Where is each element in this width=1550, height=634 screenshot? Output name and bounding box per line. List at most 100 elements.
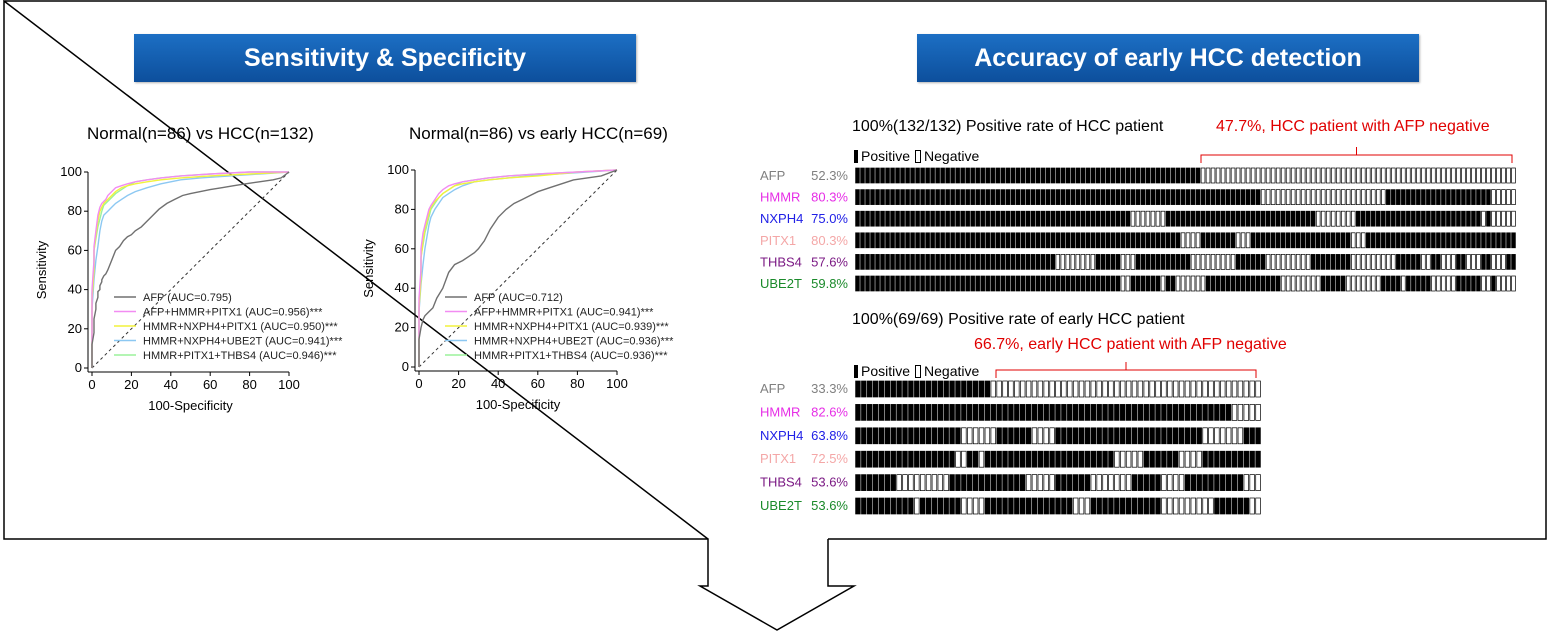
x-tick-label: 100 xyxy=(278,377,300,392)
dotplot-early-title: 100%(69/69) Positive rate of early HCC p… xyxy=(852,311,1185,328)
positive-cell xyxy=(1165,254,1171,270)
positive-cell xyxy=(1105,210,1111,227)
positive-cell xyxy=(940,189,945,205)
negative-cell xyxy=(1202,380,1208,398)
positive-cell xyxy=(1214,497,1220,515)
positive-cell xyxy=(1145,275,1151,292)
positive-cell xyxy=(878,380,885,398)
positive-cell xyxy=(925,275,930,292)
positive-cell xyxy=(1456,232,1461,249)
positive-cell xyxy=(1436,210,1441,227)
negative-cell xyxy=(972,497,979,515)
positive-cell xyxy=(1031,450,1038,468)
positive-cell xyxy=(1446,232,1451,249)
positive-cell xyxy=(1110,210,1116,227)
positive-cell xyxy=(910,275,915,292)
positive-cell xyxy=(1115,275,1121,292)
negative-cell xyxy=(1200,167,1206,184)
positive-cell xyxy=(1190,210,1196,227)
positive-cell xyxy=(870,189,875,205)
positive-cell xyxy=(1049,497,1055,515)
positive-cell xyxy=(1035,189,1041,205)
positive-cell xyxy=(890,189,895,205)
dotplot-hcc-title: 100%(132/132) Positive rate of HCC patie… xyxy=(852,118,1164,135)
positive-cell xyxy=(1015,232,1021,249)
positive-cell xyxy=(990,474,996,491)
positive-cell xyxy=(1095,275,1101,292)
negative-cell xyxy=(1345,189,1351,205)
positive-cell xyxy=(1446,210,1451,227)
positive-cell xyxy=(855,275,860,292)
positive-cell xyxy=(1075,232,1081,249)
positive-cell xyxy=(1137,474,1144,491)
positive-cell xyxy=(910,254,915,270)
positive-cell xyxy=(855,404,861,421)
positive-cell xyxy=(1161,450,1167,468)
positive-cell xyxy=(905,254,910,270)
positive-cell xyxy=(1461,210,1466,227)
positive-cell xyxy=(1466,210,1471,227)
positive-cell xyxy=(1131,404,1138,421)
negative-cell xyxy=(1065,254,1071,270)
negative-cell xyxy=(1441,167,1446,184)
positive-cell xyxy=(970,167,975,184)
negative-cell xyxy=(1300,189,1306,205)
positive-cell xyxy=(919,380,926,398)
positive-cell xyxy=(1255,232,1261,249)
positive-cell xyxy=(914,404,920,421)
positive-cell xyxy=(1155,189,1161,205)
positive-cell xyxy=(978,380,985,398)
negative-cell xyxy=(1167,474,1173,491)
negative-cell xyxy=(1180,232,1186,249)
negative-cell xyxy=(967,427,973,445)
positive-cell xyxy=(1061,427,1067,445)
positive-cell xyxy=(1030,254,1036,270)
positive-cell xyxy=(1143,474,1149,491)
positive-cell xyxy=(890,210,895,227)
negative-cell xyxy=(1131,450,1138,468)
roc-series-line xyxy=(418,169,618,367)
positive-cell xyxy=(1137,427,1144,445)
positive-cell xyxy=(1040,210,1046,227)
positive-cell xyxy=(1431,210,1436,227)
positive-cell xyxy=(935,275,940,292)
positive-cell xyxy=(970,210,975,227)
negative-cell xyxy=(1310,189,1316,205)
negative-cell xyxy=(1220,427,1226,445)
negative-cell xyxy=(1155,210,1161,227)
gene-label: THBS4 xyxy=(760,254,802,269)
negative-cell xyxy=(1315,275,1321,292)
negative-cell xyxy=(1090,380,1096,398)
positive-cell xyxy=(1140,189,1146,205)
negative-cell xyxy=(1208,497,1214,515)
positive-cell xyxy=(896,497,902,515)
gene-label: PITX1 xyxy=(760,233,796,248)
positive-cell xyxy=(1100,189,1106,205)
negative-cell xyxy=(1300,167,1306,184)
positive-cell xyxy=(905,275,910,292)
negative-cell xyxy=(908,474,914,491)
positive-cell xyxy=(880,167,885,184)
legend-label: AFP+HMMR+PITX1 (AUC=0.941)*** xyxy=(474,307,654,319)
positive-cell xyxy=(867,497,873,515)
positive-cell xyxy=(1506,232,1511,249)
negative-cell xyxy=(1446,254,1451,270)
positive-cell xyxy=(925,380,932,398)
positive-cell xyxy=(1210,232,1216,249)
x-tick-label: 40 xyxy=(491,376,505,391)
positive-cell xyxy=(1461,189,1466,205)
positive-cell xyxy=(1471,232,1476,249)
positive-cell xyxy=(984,474,991,491)
positive-cell xyxy=(955,254,960,270)
negative-cell xyxy=(1085,254,1091,270)
negative-cell xyxy=(1255,474,1261,491)
negative-cell xyxy=(1230,167,1236,184)
negative-cell xyxy=(1491,167,1496,184)
positive-cell xyxy=(1195,210,1201,227)
positive-cell xyxy=(984,497,991,515)
x-tick-label: 0 xyxy=(415,376,422,391)
positive-rate-label: 52.3% xyxy=(811,168,848,183)
negative-cell xyxy=(1184,380,1191,398)
positive-cell xyxy=(996,474,1002,491)
positive-cell xyxy=(1160,167,1166,184)
